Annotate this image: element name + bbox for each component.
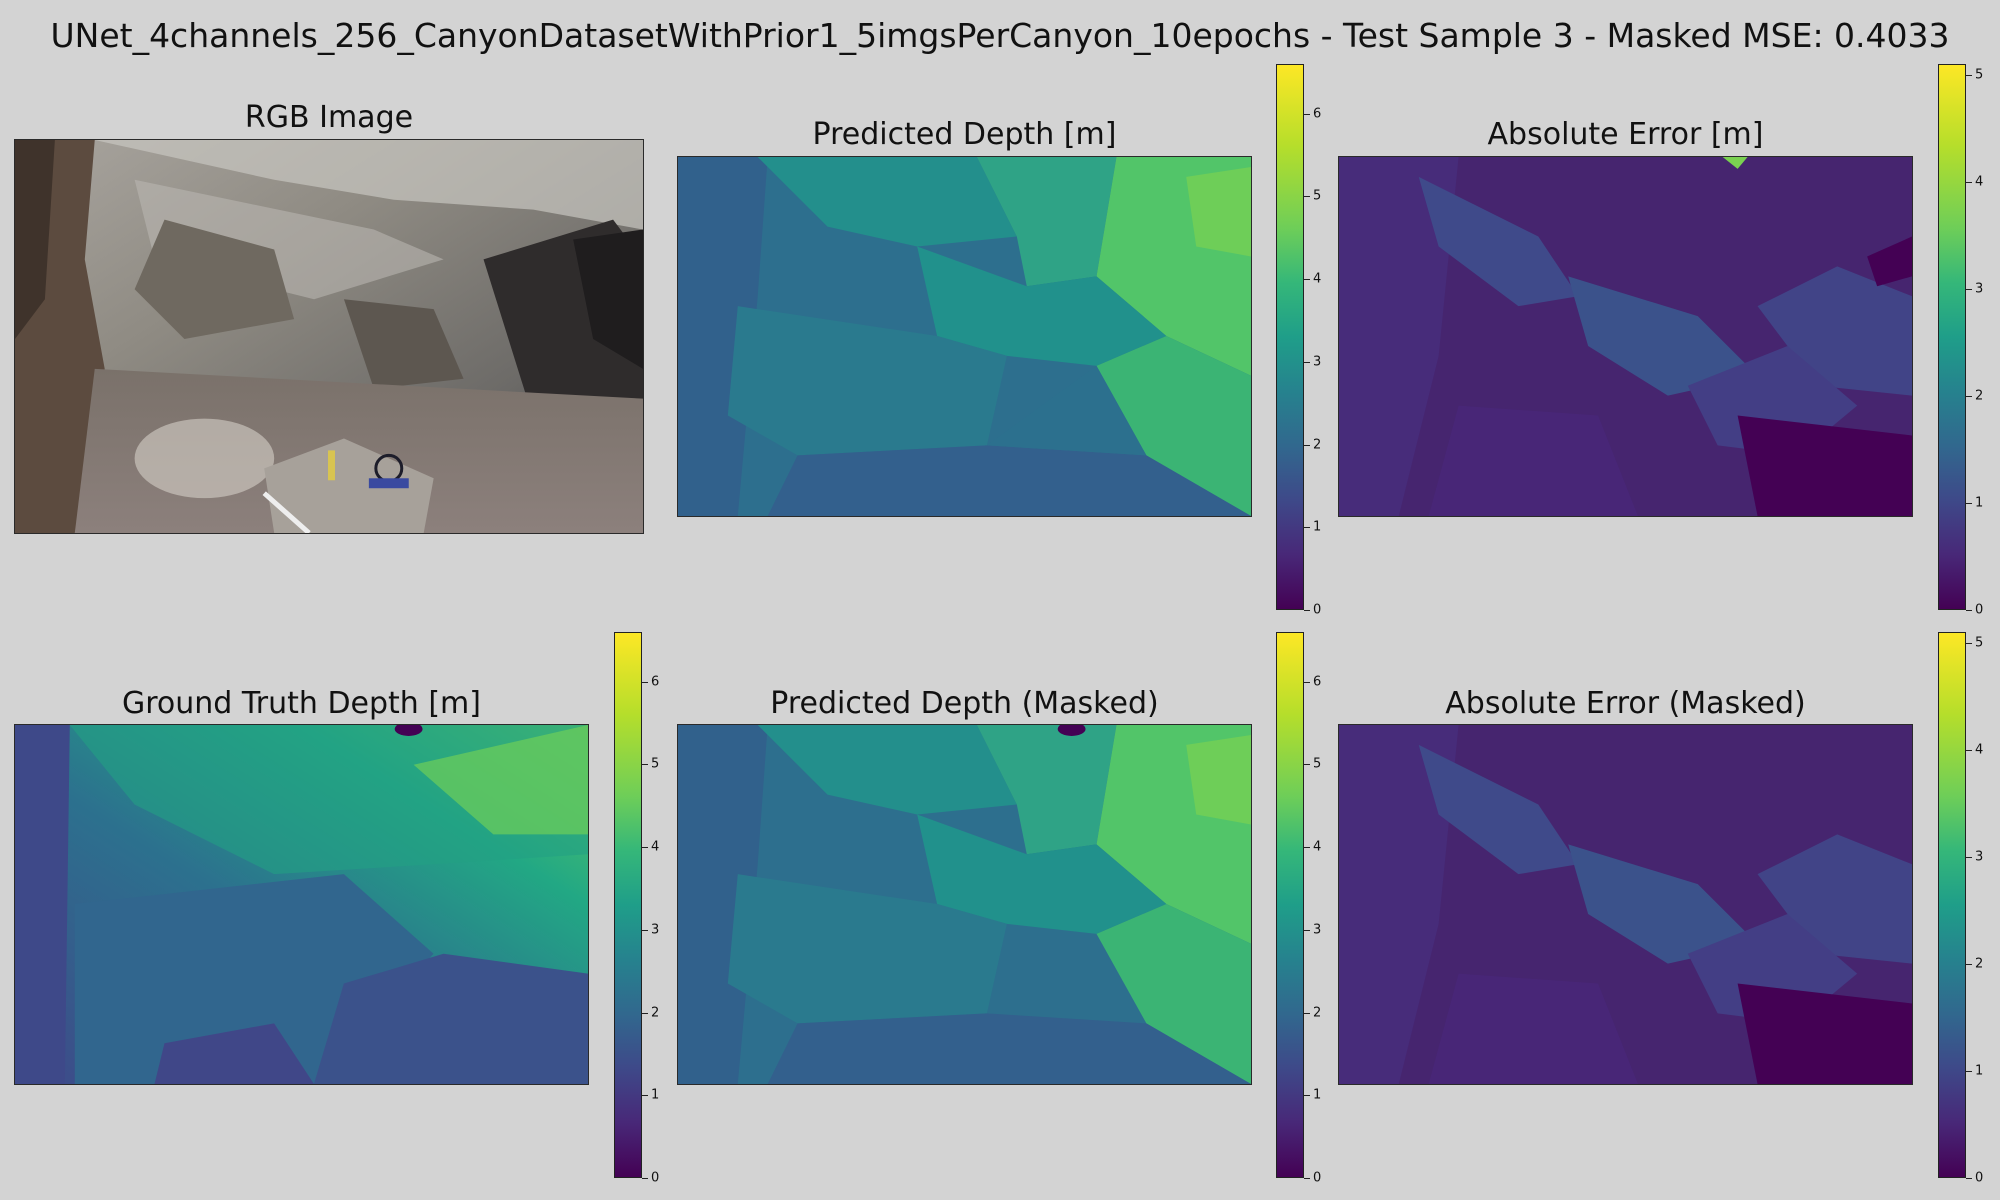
- colorbar-tick: [642, 1178, 648, 1179]
- colorbar-tick-label: 1: [1975, 495, 1984, 511]
- colorbar-tick: [1304, 196, 1310, 198]
- colorbar-pred-masked: [1276, 632, 1304, 1178]
- colorbar-tick: [642, 1095, 648, 1097]
- err-title: Absolute Error [m]: [1487, 117, 1764, 152]
- colorbar-tick-label: 5: [1975, 635, 1984, 651]
- colorbar-tick: [1966, 502, 1972, 504]
- colorbar-tick-label: 4: [1313, 839, 1322, 855]
- colorbar-tick: [1966, 610, 1972, 611]
- abs-error-map: [1338, 156, 1913, 517]
- colorbar-tick-label: 1: [651, 1087, 660, 1103]
- err-masked-title: Absolute Error (Masked): [1445, 686, 1806, 721]
- colorbar-tick: [1304, 361, 1310, 363]
- colorbar-tick-label: 1: [1313, 519, 1322, 535]
- colorbar-tick-label: 4: [651, 839, 660, 855]
- colorbar-tick: [1966, 395, 1972, 397]
- colorbar-tick: [1966, 1178, 1972, 1179]
- rgb-title: RGB Image: [244, 100, 414, 135]
- colorbar-tick: [1966, 642, 1972, 644]
- colorbar-tick-label: 1: [1975, 1063, 1984, 1079]
- colorbar-tick: [1304, 847, 1310, 849]
- colorbar-tick-label: 6: [651, 674, 660, 690]
- colorbar-tick: [1966, 749, 1972, 751]
- gt-depth-map: [14, 724, 589, 1085]
- colorbar-tick: [1966, 181, 1972, 183]
- pred-title: Predicted Depth [m]: [812, 117, 1117, 152]
- colorbar-err-masked: [1938, 632, 1966, 1178]
- colorbar-tick: [642, 1012, 648, 1014]
- colorbar-tick-label: 5: [1313, 188, 1322, 204]
- colorbar-tick: [1966, 74, 1972, 76]
- pred-masked-title: Predicted Depth (Masked): [770, 686, 1159, 721]
- colorbar-tick: [1304, 444, 1310, 446]
- colorbar-tick: [1304, 764, 1310, 766]
- colorbar-tick-label: 4: [1975, 742, 1984, 758]
- colorbar-tick: [1304, 610, 1310, 611]
- colorbar-tick-label: 2: [1313, 437, 1322, 453]
- colorbar-tick-label: 5: [651, 756, 660, 772]
- colorbar-tick: [1966, 856, 1972, 858]
- colorbar-tick-label: 3: [1975, 849, 1984, 865]
- colorbar-tick: [1304, 279, 1310, 281]
- colorbar-tick: [1966, 288, 1972, 290]
- colorbar-tick-label: 1: [1313, 1087, 1322, 1103]
- colorbar-tick: [1304, 929, 1310, 931]
- colorbar-tick: [642, 681, 648, 683]
- colorbar-tick-label: 4: [1975, 174, 1984, 190]
- colorbar-tick: [1966, 1070, 1972, 1072]
- colorbar-tick: [1304, 113, 1310, 115]
- colorbar-tick-label: 3: [1975, 281, 1984, 297]
- colorbar-tick-label: 0: [651, 1170, 660, 1186]
- colorbar-tick-label: 5: [1975, 67, 1984, 83]
- colorbar-tick: [1304, 527, 1310, 529]
- colorbar-tick: [642, 764, 648, 766]
- colorbar-tick-label: 6: [1313, 106, 1322, 122]
- colorbar-tick: [642, 847, 648, 849]
- colorbar-tick-label: 2: [651, 1005, 660, 1021]
- pred-depth-map: [677, 156, 1252, 517]
- colorbar-tick-label: 2: [1975, 956, 1984, 972]
- colorbar-tick-label: 0: [1313, 1170, 1322, 1186]
- figure-title: UNet_4channels_256_CanyonDatasetWithPrio…: [50, 16, 1950, 55]
- colorbar-tick-label: 6: [1313, 674, 1322, 690]
- colorbar-tick-label: 3: [1313, 922, 1322, 938]
- colorbar-abs-error: [1938, 64, 1966, 610]
- colorbar-tick-label: 3: [651, 922, 660, 938]
- rgb-image: [14, 139, 644, 534]
- colorbar-tick-label: 0: [1975, 1170, 1984, 1186]
- colorbar-tick-label: 0: [1313, 602, 1322, 618]
- err-masked-map: [1338, 724, 1913, 1085]
- colorbar-tick: [1304, 1012, 1310, 1014]
- colorbar-tick-label: 2: [1313, 1005, 1322, 1021]
- colorbar-tick-label: 0: [1975, 602, 1984, 618]
- gt-title: Ground Truth Depth [m]: [121, 686, 481, 721]
- colorbar-tick-label: 3: [1313, 354, 1322, 370]
- colorbar-tick: [1304, 1095, 1310, 1097]
- colorbar-tick-label: 2: [1975, 388, 1984, 404]
- colorbar-tick: [1304, 681, 1310, 683]
- colorbar-pred-depth: [1276, 64, 1304, 610]
- colorbar-tick-label: 5: [1313, 756, 1322, 772]
- colorbar-tick-label: 4: [1313, 271, 1322, 287]
- colorbar-tick: [1966, 963, 1972, 965]
- colorbar-gt-depth: [614, 632, 642, 1178]
- colorbar-tick: [1304, 1178, 1310, 1179]
- pred-masked-map: [677, 724, 1252, 1085]
- colorbar-tick: [642, 929, 648, 931]
